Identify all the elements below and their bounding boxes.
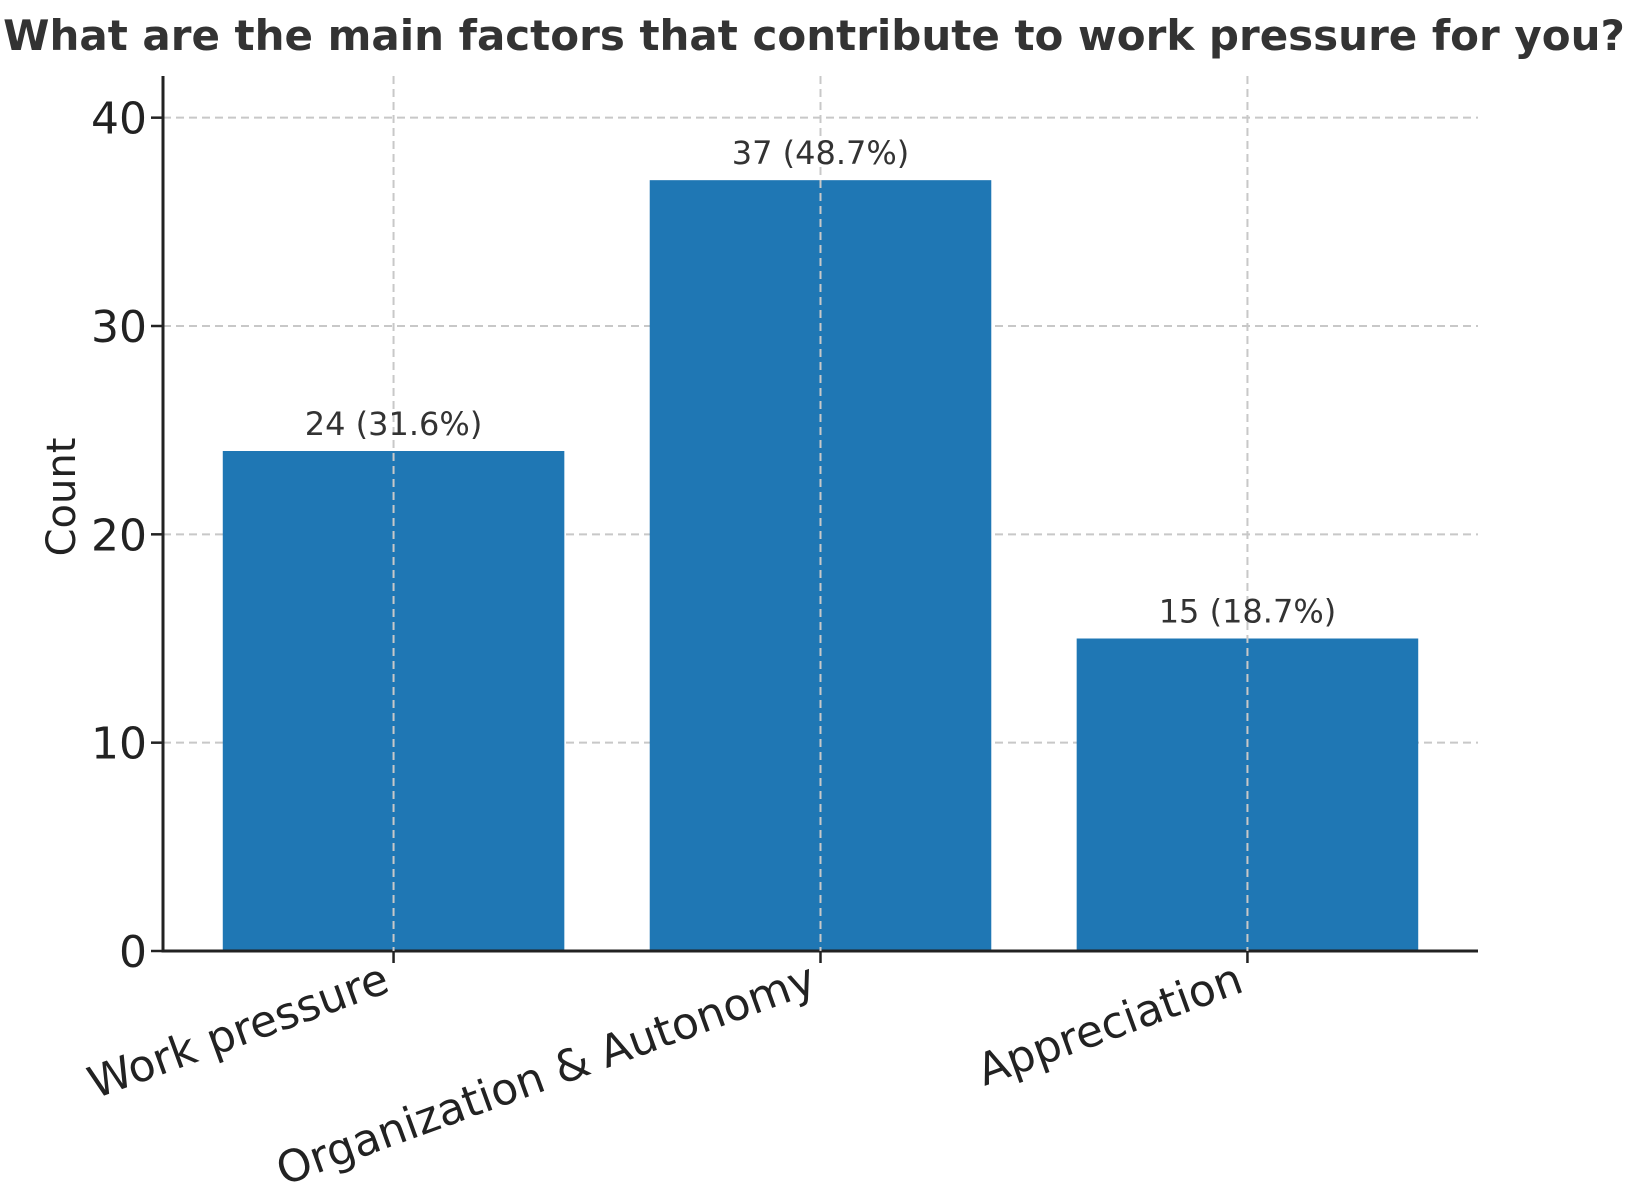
chart-title: What are the main factors that contribut… <box>3 11 1625 60</box>
y-tick-label: 20 <box>91 510 147 561</box>
bar-data-label: 15 (18.7%) <box>1159 593 1337 631</box>
y-tick-label: 10 <box>91 719 147 770</box>
y-axis-label: Count <box>39 438 85 557</box>
y-tick-label: 40 <box>91 94 147 145</box>
bar-data-label: 24 (31.6%) <box>305 405 483 443</box>
y-tick-label: 0 <box>119 927 147 978</box>
bar-data-label: 37 (48.7%) <box>732 134 910 172</box>
y-tick-label: 30 <box>91 302 147 353</box>
x-tick-label: Appreciation <box>971 953 1250 1096</box>
